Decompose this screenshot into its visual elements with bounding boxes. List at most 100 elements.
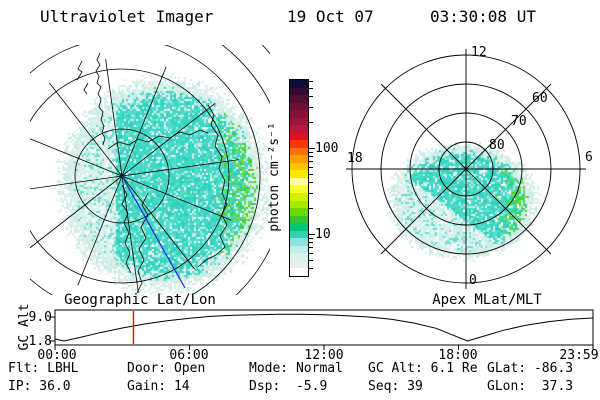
colorbar-minor-tick: [309, 247, 313, 249]
apex-spoke-diag2: [380, 83, 552, 255]
status-flt: Flt: LBHL: [8, 361, 79, 376]
coastline: [95, 52, 106, 146]
colorbar-unit-label: photon cm⁻²s⁻¹: [267, 122, 282, 232]
geo-parallel-80s: [74, 128, 170, 224]
apex-mlt-label-0: 0: [469, 273, 477, 288]
colorbar-band: [290, 102, 308, 111]
colorbar-minor-tick: [309, 242, 313, 244]
colorbar-minor-tick: [309, 156, 313, 158]
colorbar-minor-tick: [309, 122, 313, 124]
timeline-ytick-18: 1.8: [28, 334, 52, 349]
colorbar-tick-label-10: 10: [315, 227, 331, 242]
colorbar-band: [290, 132, 308, 141]
colorbar-minor-tick: [309, 208, 313, 210]
gc-alt-timeline: [49, 309, 594, 350]
timeline-xtick-2359: 23:59: [559, 348, 599, 363]
apex-mlt-label-12: 12: [471, 45, 487, 60]
coastline: [121, 184, 132, 274]
colorbar-minor-tick: [309, 253, 313, 255]
colorbar-minor-tick: [309, 182, 313, 184]
colorbar-band: [290, 110, 308, 118]
apex-mlat-label-80: 80: [489, 138, 505, 153]
spacecraft-track-line: [121, 175, 186, 289]
gc-alt-curve: [54, 313, 593, 342]
apex-grid: [346, 49, 586, 289]
colorbar-minor-tick: [309, 234, 315, 235]
status-gain: Gain: 14: [127, 379, 190, 394]
status-ip: IP: 36.0: [8, 379, 71, 394]
apex-mlat-label-70: 70: [511, 114, 527, 129]
colorbar-band: [290, 215, 308, 224]
geo-parallel-40s: [261, 45, 270, 55]
timeline-xtick-0600: 06:00: [169, 348, 209, 363]
colorbar-band: [290, 260, 308, 269]
colorbar-band: [290, 95, 308, 103]
status-glon: GLon: 37.3: [487, 379, 574, 394]
colorbar-band: [290, 170, 308, 178]
timeline-box: [54, 309, 594, 346]
coastline: [136, 192, 149, 294]
colorbar-band: [290, 117, 308, 126]
geo-emission-image: [30, 45, 270, 295]
apex-mlat-label-60: 60: [532, 91, 548, 106]
timeline-ytick-9: 9.0: [28, 310, 52, 325]
colorbar-band: [290, 87, 308, 96]
colorbar-band: [290, 208, 308, 216]
geo-grid: [30, 45, 270, 295]
colorbar: [289, 79, 309, 277]
colorbar-minor-tick: [309, 167, 313, 169]
status-seq: Seq: 39: [368, 379, 423, 394]
colorbar-band: [290, 245, 308, 254]
apex-mlt-label-6: 6: [585, 150, 593, 165]
colorbar-band: [290, 155, 308, 163]
instrument-title: Ultraviolet Imager: [40, 7, 214, 26]
colorbar-band: [290, 200, 308, 209]
colorbar-band: [290, 238, 308, 246]
colorbar-band: [290, 230, 308, 239]
geo-meridians: [30, 59, 239, 293]
colorbar-band: [290, 223, 308, 231]
colorbar-minor-tick: [309, 259, 313, 261]
coastline: [76, 60, 83, 81]
colorbar-minor-tick: [309, 268, 313, 270]
colorbar-minor-tick: [309, 161, 313, 163]
geo-parallel-60s: [30, 45, 261, 295]
status-gcalt: GC Alt: 6.1 Re: [368, 361, 478, 376]
observation-date: 19 Oct 07: [287, 7, 374, 26]
colorbar-minor-tick: [309, 87, 313, 89]
coastline: [83, 82, 89, 95]
colorbar-minor-tick: [309, 106, 313, 108]
colorbar-band: [290, 125, 308, 133]
colorbar-minor-tick: [309, 96, 313, 98]
colorbar-band: [290, 185, 308, 193]
colorbar-minor-tick: [309, 192, 313, 194]
coastline: [197, 104, 228, 268]
colorbar-band: [290, 177, 308, 186]
geo-parallel-30s: [30, 45, 270, 295]
geo-map-caption: Geographic Lat/Lon: [64, 292, 216, 308]
colorbar-minor-tick: [309, 151, 313, 153]
colorbar-minor-tick: [309, 237, 313, 239]
timeline-xtick-1800: 18:00: [438, 348, 478, 363]
status-dsp: Dsp: -5.9: [249, 379, 328, 394]
timeline-xtick-0000: 00:00: [37, 348, 77, 363]
status-glat: GLat: -86.3: [487, 361, 574, 376]
colorbar-band: [290, 268, 308, 276]
colorbar-minor-tick: [309, 148, 315, 149]
colorbar-band: [290, 140, 308, 148]
colorbar-minor-tick: [309, 81, 313, 83]
apex-mlt-label-18: 18: [347, 151, 363, 166]
colorbar-band: [290, 253, 308, 261]
colorbar-band: [290, 162, 308, 171]
geo-parallel-50s: [221, 45, 270, 295]
observation-time: 03:30:08 UT: [430, 7, 536, 26]
status-door: Door: Open: [127, 361, 206, 376]
colorbar-tick-label-100: 100: [315, 141, 339, 156]
timeline-axis-ticks: [49, 316, 594, 350]
colorbar-minor-tick: [309, 173, 313, 175]
colorbar-band: [290, 147, 308, 156]
timeline-xtick-1200: 12:00: [304, 348, 344, 363]
colorbar-band: [290, 192, 308, 201]
colorbar-band: [290, 80, 308, 88]
